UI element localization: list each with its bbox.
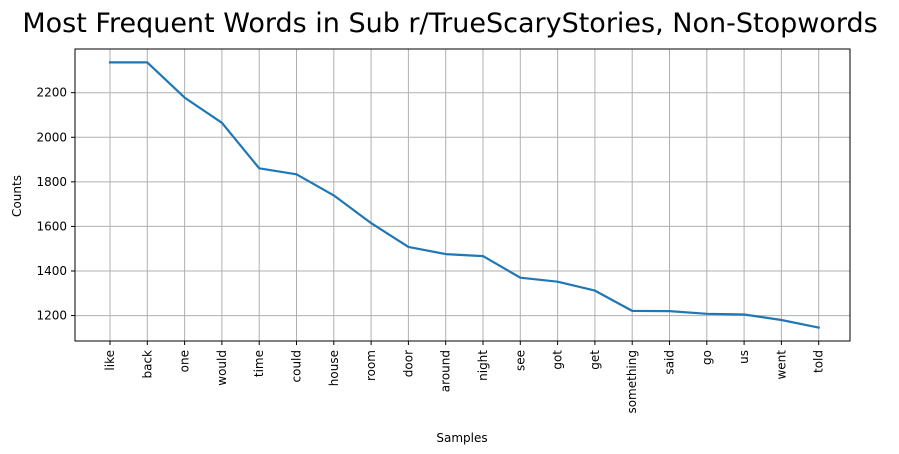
x-axis: like back one would time could house room door ar…	[103, 341, 826, 414]
grid	[75, 49, 850, 341]
x-tick-label: house	[327, 350, 341, 386]
x-tick-label: room	[364, 350, 378, 381]
x-tick-label: around	[439, 350, 453, 392]
plot-area	[108, 61, 820, 329]
x-tick-label: night	[476, 350, 490, 381]
x-tick-label: get	[588, 350, 602, 370]
x-tick-label: could	[290, 350, 304, 383]
x-tick-label: back	[140, 350, 154, 379]
x-tick-label: went	[774, 350, 788, 380]
y-axis-label: Counts	[10, 175, 24, 217]
y-tick-label: 1800	[36, 175, 67, 189]
y-tick-label: 1600	[36, 219, 67, 233]
x-tick-label: something	[625, 350, 639, 414]
x-tick-label: time	[252, 350, 266, 377]
y-axis: 1200 1400 1600 1800 2000 2200	[36, 86, 75, 323]
x-tick-label: told	[812, 350, 826, 373]
x-tick-label: one	[178, 350, 192, 372]
y-tick-label: 1200	[36, 309, 67, 323]
plot-frame	[74, 48, 851, 342]
x-tick-label: got	[551, 350, 565, 370]
x-tick-label: like	[103, 350, 117, 371]
x-axis-label: Samples	[436, 431, 487, 445]
y-tick-label: 2000	[36, 130, 67, 144]
x-tick-label: said	[663, 350, 677, 375]
x-tick-label: go	[700, 350, 714, 365]
x-tick-label: door	[401, 350, 415, 377]
x-tick-label: see	[513, 350, 527, 371]
y-tick-label: 1400	[36, 264, 67, 278]
x-tick-label: would	[215, 350, 229, 386]
y-tick-label: 2200	[36, 86, 67, 100]
x-tick-label: us	[737, 350, 751, 364]
chart-title: Most Frequent Words in Sub r/TrueScarySt…	[22, 8, 877, 39]
series-line	[108, 61, 820, 329]
